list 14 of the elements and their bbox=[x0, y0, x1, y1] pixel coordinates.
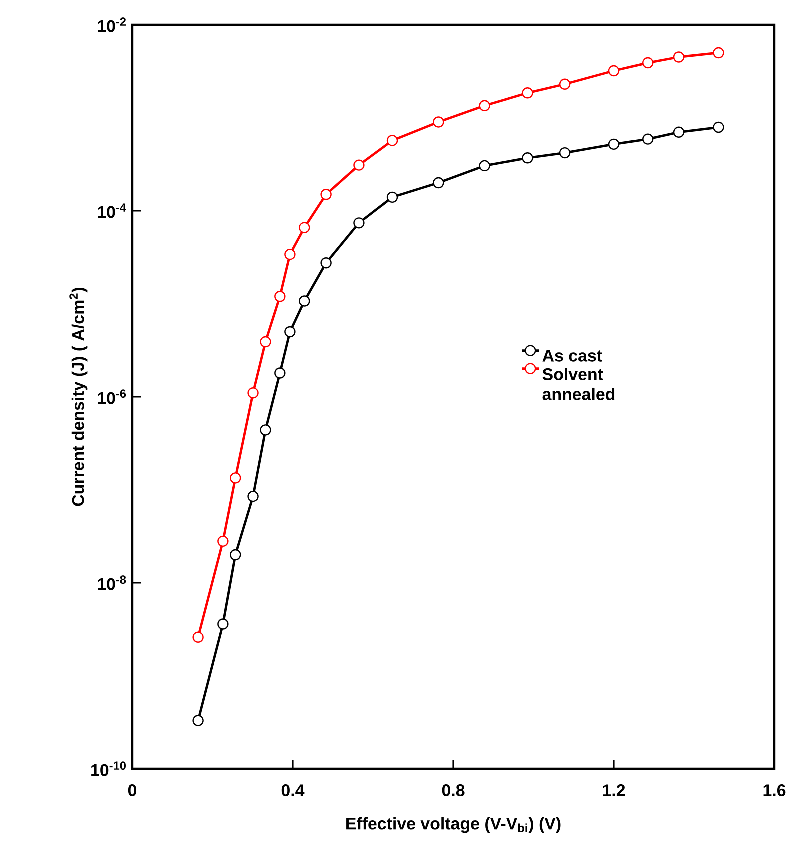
x-tick-label: 0.8 bbox=[442, 784, 465, 797]
y-tick-label: 10$^{-10}$ bbox=[92, 762, 126, 776]
legend-label: Solvent annealed bbox=[542, 368, 615, 400]
x-tick-label: 0.4 bbox=[282, 784, 305, 797]
y-axis-title: Current density (J) ( A/cm$^{2}$) bbox=[70, 288, 88, 506]
x-tick-label: 0 bbox=[128, 784, 137, 797]
y-tick-label: 10$^{-6}$ bbox=[98, 390, 126, 404]
x-tick-label: 1.6 bbox=[764, 784, 786, 797]
legend-label: As cast bbox=[542, 350, 602, 362]
x-axis-title: Effective voltage (V-V$_{bi}$) (V) bbox=[346, 817, 561, 834]
x-tick-label: 1.2 bbox=[603, 784, 626, 796]
y-tick-label: 10$^{-2}$ bbox=[98, 18, 126, 32]
y-tick-label: 10$^{-4}$ bbox=[98, 204, 126, 218]
y-tick-label: 10$^{-8}$ bbox=[98, 576, 126, 590]
